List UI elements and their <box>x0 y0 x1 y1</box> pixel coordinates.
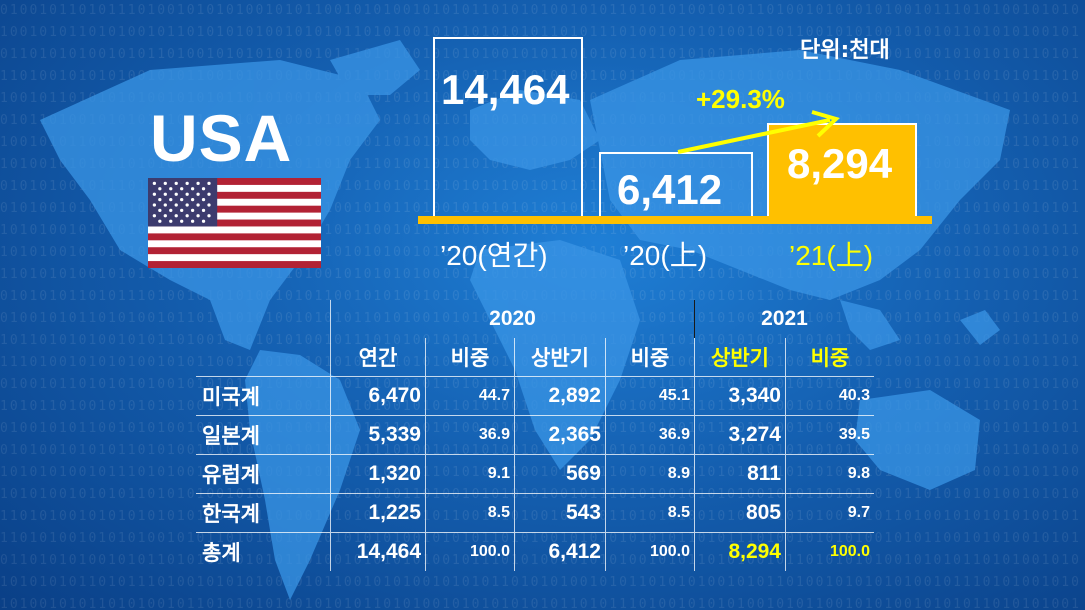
year-header-2021: 2021 <box>694 300 874 338</box>
cell: 6,412 <box>514 532 606 571</box>
cell: 45.1 <box>605 376 695 416</box>
growth-rate: +29.3% <box>696 84 785 114</box>
cell: 1,225 <box>330 493 426 533</box>
row-label: 총계 <box>202 542 241 565</box>
cell: 8,294 <box>694 532 786 571</box>
col-header-first-half: 상반기 <box>514 338 606 377</box>
cell: 811 <box>694 454 786 494</box>
bar-2020-annual <box>433 37 583 220</box>
data-table: 2020 2021 연간 비중 상반기 비중 상반기 비중 미국계 6,470 … <box>196 300 874 571</box>
col-header-share-2021: 비중 <box>785 338 874 377</box>
bar-label-2020-first-half: ’20(上) <box>623 240 708 271</box>
unit-label: 단위:천대 <box>800 38 890 63</box>
bar-value-2020-annual: 14,464 <box>441 66 570 113</box>
cell: 9.8 <box>785 454 874 494</box>
table-corner <box>196 300 331 338</box>
table-row-total: 총계 14,464 100.0 6,412 100.0 8,294 100.0 <box>196 532 874 571</box>
table-row: 일본계 5,339 36.9 2,365 36.9 3,274 39.5 <box>196 415 874 455</box>
bar-value-2021-first-half: 8,294 <box>787 140 893 187</box>
cell: 3,340 <box>694 376 786 416</box>
cell: 100.0 <box>425 532 515 571</box>
cell: 6,470 <box>330 376 426 416</box>
row-label: 미국계 <box>202 386 260 409</box>
row-label: 한국계 <box>202 503 260 526</box>
cell: 543 <box>514 493 606 533</box>
cell: 40.3 <box>785 376 874 416</box>
col-header-annual: 연간 <box>330 338 426 377</box>
cell: 100.0 <box>785 532 874 571</box>
cell: 36.9 <box>605 415 695 455</box>
cell: 100.0 <box>605 532 695 571</box>
us-flag-icon <box>148 178 321 268</box>
chart-baseline <box>418 216 932 224</box>
table-row: 유럽계 1,320 9.1 569 8.9 811 9.8 <box>196 454 874 494</box>
col-header-share: 비중 <box>425 338 515 377</box>
cell: 8.5 <box>425 493 515 533</box>
row-label: 일본계 <box>202 425 260 448</box>
cell: 36.9 <box>425 415 515 455</box>
cell: 14,464 <box>330 532 426 571</box>
cell: 2,892 <box>514 376 606 416</box>
table-row: 미국계 6,470 44.7 2,892 45.1 3,340 40.3 <box>196 376 874 416</box>
table-row: 한국계 1,225 8.5 543 8.5 805 9.7 <box>196 493 874 533</box>
growth-arrow-icon <box>677 110 840 154</box>
cell: 569 <box>514 454 606 494</box>
row-label: 유럽계 <box>202 464 260 487</box>
cell: 44.7 <box>425 376 515 416</box>
cell: 805 <box>694 493 786 533</box>
cell: 9.1 <box>425 454 515 494</box>
col-header-first-half-2021: 상반기 <box>694 338 786 377</box>
year-header-2020: 2020 <box>330 300 695 338</box>
bar-value-2020-first-half: 6,412 <box>617 166 723 213</box>
cell: 39.5 <box>785 415 874 455</box>
cell: 2,365 <box>514 415 606 455</box>
bar-label-2020-annual: ’20(연간) <box>440 240 548 271</box>
cell: 9.7 <box>785 493 874 533</box>
cell: 8.9 <box>605 454 695 494</box>
bar-label-2021-first-half: ’21(上) <box>789 240 874 271</box>
cell: 1,320 <box>330 454 426 494</box>
cell: 8.5 <box>605 493 695 533</box>
cell: 3,274 <box>694 415 786 455</box>
country-title: USA <box>150 101 293 175</box>
col-header-share: 비중 <box>605 338 695 377</box>
cell: 5,339 <box>330 415 426 455</box>
